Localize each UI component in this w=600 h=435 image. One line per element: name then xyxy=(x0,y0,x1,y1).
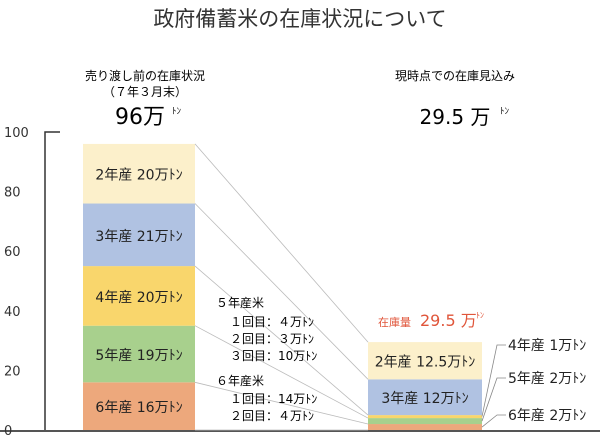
small-segment-label: 6年産 2万ﾄﾝ xyxy=(508,408,586,424)
bar-segment-6年産 xyxy=(83,382,195,430)
right-header-unit: ﾄﾝ xyxy=(500,107,510,117)
y-tick-label: 60 xyxy=(4,245,21,260)
bar-label: 4年産 20万ﾄﾝ xyxy=(95,290,182,306)
small-segment-label: 5年産 2万ﾄﾝ xyxy=(508,371,586,387)
left-header-unit: ﾄﾝ xyxy=(172,107,182,117)
bar-label: 3年産 12万ﾄﾝ xyxy=(381,391,468,407)
release-note-line: ２回目：４万ﾄﾝ xyxy=(230,409,314,423)
y-tick-label: 100 xyxy=(4,126,29,141)
right-header-total: 29.5 万 xyxy=(420,105,491,129)
bar-segment-3年産 xyxy=(368,379,482,416)
chart-title: 政府備蓄米の在庫状況について xyxy=(153,7,446,31)
right-header-line1: 現時点での在庫見込み xyxy=(395,69,515,83)
bar-segment-4年産 xyxy=(368,415,482,419)
connector-line xyxy=(194,143,369,343)
left-header-line1: 売り渡し前の在庫状況 xyxy=(85,68,205,83)
bar-segment-2年産 xyxy=(83,143,195,204)
release-note-line: １回目：14万ﾄﾝ xyxy=(230,392,317,406)
bar-segment-6年産 xyxy=(368,424,482,430)
bar-label: 2年産 12.5万ﾄﾝ xyxy=(375,355,476,371)
connector-line xyxy=(194,381,369,425)
bar-label: 5年産 19万ﾄﾝ xyxy=(95,348,182,364)
bar-segment-3年産 xyxy=(83,203,195,267)
leader-line xyxy=(481,377,506,422)
leader-line xyxy=(481,344,506,417)
y-tick-label: 40 xyxy=(4,305,21,320)
stock-label-unit: ﾄﾝ xyxy=(476,311,484,320)
bar-segment-4年産 xyxy=(83,266,195,326)
release-note-title: ５年産米 xyxy=(216,295,264,310)
y-tick-label: 0 xyxy=(4,424,12,435)
left-header-total: 96万 xyxy=(115,105,165,130)
connector-line xyxy=(194,203,369,380)
stock-label-prefix: 在庫量 xyxy=(378,315,411,329)
bar-segment-5年産 xyxy=(83,325,195,383)
y-tick-label: 80 xyxy=(4,186,21,201)
release-note-title: ６年産米 xyxy=(216,373,264,388)
release-note-line: １回目：４万ﾄﾝ xyxy=(230,315,314,329)
release-note-line: ２回目：３万ﾄﾝ xyxy=(230,332,314,346)
left-header-line2: （７年３月末） xyxy=(103,85,187,99)
connector-line xyxy=(194,265,369,416)
bar-segment-5年産 xyxy=(368,418,482,425)
small-segment-label: 4年産 1万ﾄﾝ xyxy=(508,338,586,354)
leader-line xyxy=(481,414,506,428)
bar-segment-2年産 xyxy=(368,342,482,380)
connector-line xyxy=(194,325,369,419)
y-tick-label: 20 xyxy=(4,364,21,379)
release-note-line: ３回目：10万ﾄﾝ xyxy=(230,349,317,363)
stock-label-value: 29.5 万 xyxy=(420,311,477,330)
bar-label: 2年産 20万ﾄﾝ xyxy=(95,168,182,184)
y-axis-line xyxy=(44,131,60,430)
bar-label: 3年産 21万ﾄﾝ xyxy=(95,229,182,245)
bar-label: 6年産 16万ﾄﾝ xyxy=(95,400,182,416)
